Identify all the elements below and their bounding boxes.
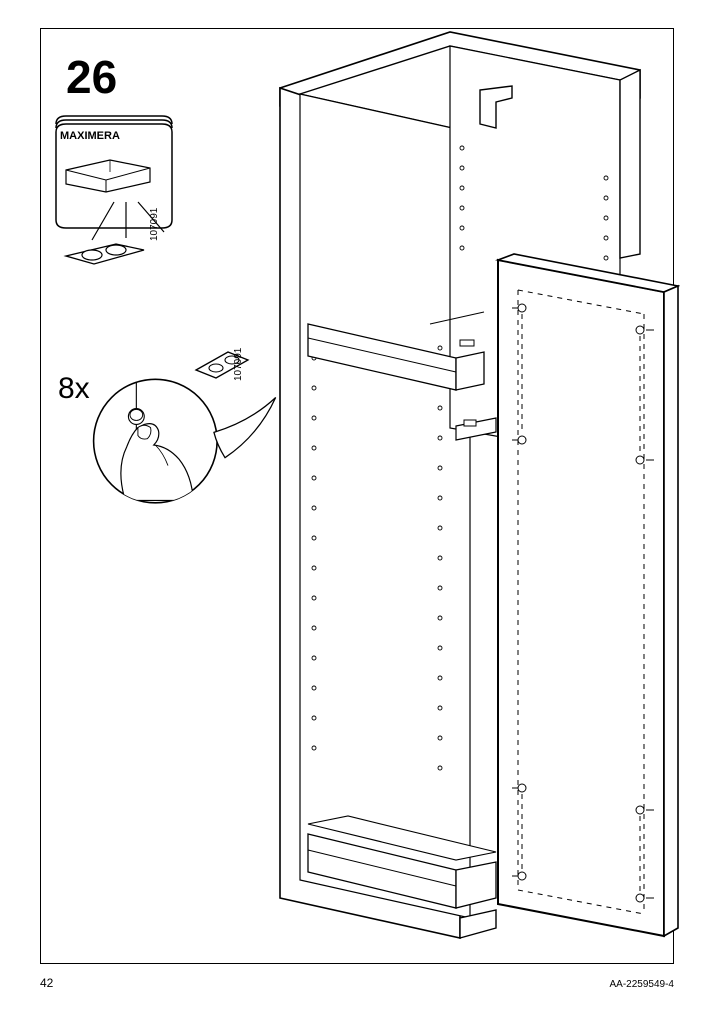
part-number-label-1: 107091 [149, 208, 160, 241]
cabinet-diagram [260, 28, 680, 948]
document-id: AA-2259549-4 [610, 979, 675, 990]
quantity-label: 8x [58, 372, 90, 406]
booklet-product-name: MAXIMERA [60, 130, 120, 142]
page-number: 42 [40, 976, 53, 990]
detail-callout [92, 350, 282, 540]
step-number: 26 [66, 50, 117, 104]
